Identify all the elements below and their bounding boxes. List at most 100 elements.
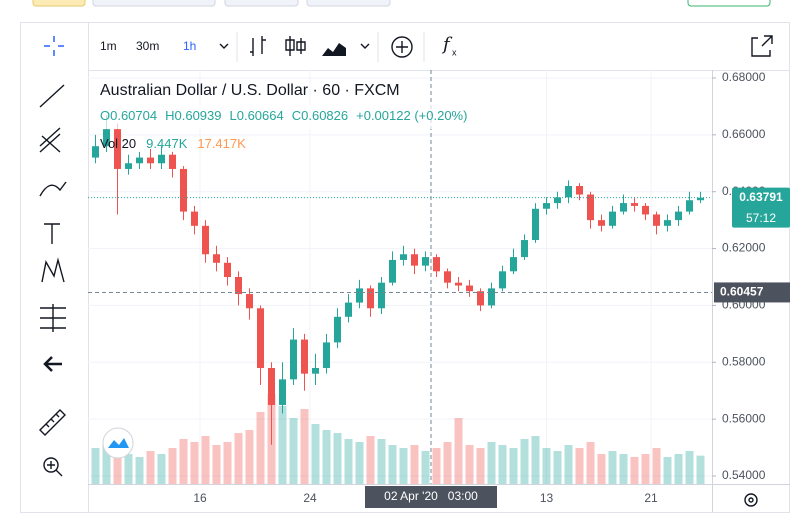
volume-bar [685,451,694,484]
volume-bar [333,433,342,484]
tab[interactable] [687,0,771,7]
ruler-tool[interactable] [39,409,66,436]
volume-bar [476,448,485,484]
legend-value: L0.60664 [230,108,284,123]
candle-body [433,257,440,272]
crosshair-tool[interactable] [44,36,64,56]
x-tick-label: 24 [303,491,317,505]
volume-bar [201,436,210,484]
volume-bar [465,445,474,484]
y-tick-label: 0.66000 [722,127,766,141]
candle-body [246,294,253,309]
legend-value: 17.417K [197,136,246,151]
candle-body [642,205,649,215]
volume-bar [377,439,386,484]
symbol-title: Australian Dollar / U.S. Dollar · 60 · F… [100,82,400,99]
candle-body [334,316,341,343]
interval[interactable]: 30m [136,39,159,53]
bars-icon[interactable] [250,36,266,56]
candle-body [345,302,352,317]
volume-bar [366,436,375,484]
candle-body [554,197,561,204]
volume-bar [179,439,188,484]
volume-bar [135,457,144,484]
volume-bar [212,445,221,484]
candle-body [191,211,198,226]
logo[interactable] [102,427,134,459]
fullscreen-icon[interactable] [751,35,773,57]
candle-body [367,288,374,309]
volume-bar [663,457,672,484]
volume-bar [124,454,133,484]
forecast-tool[interactable] [40,304,66,332]
zoom-tool[interactable] [43,457,59,473]
settings-icon[interactable] [744,493,758,507]
volume-bar [564,445,573,484]
text-tool[interactable] [44,223,60,244]
candle-body [301,339,308,374]
area-icon[interactable] [322,43,346,56]
candle-body [675,211,682,221]
candle-body [312,367,319,374]
candle-body [169,154,176,169]
candle-body [444,271,451,283]
volume-bar [410,445,419,484]
fib-tool[interactable] [39,127,61,153]
back-tool[interactable] [43,356,62,372]
logo [108,438,129,448]
price-tag [732,187,790,228]
candle-body [466,285,473,292]
candle-body [576,186,583,195]
legend-value: 9.447K [146,136,188,151]
dropdown[interactable] [219,43,229,49]
frame [20,22,790,513]
brush-tool[interactable] [39,181,67,197]
candle-body [631,203,638,206]
pattern-tool[interactable] [41,257,65,283]
volume-bar [102,442,111,484]
candles-icon[interactable] [285,36,306,56]
volume-bar [289,418,298,484]
legend-value: C0.60826 [292,108,348,123]
interval[interactable]: 1h [183,39,196,53]
candle-body [411,254,418,266]
tab[interactable] [224,0,299,7]
candle-body [521,240,528,258]
candle-body [400,254,407,260]
tab[interactable] [306,0,391,7]
candle-body [257,308,264,368]
ohlc-legend: O0.60704 H0.60939 L0.60664 C0.60826 +0.00122… [100,108,467,123]
volume-bar [630,457,639,484]
interval[interactable]: 1m [100,39,117,53]
y-tick-label: 0.54000 [722,468,766,482]
volume-bar [443,442,452,484]
candle-body [587,194,594,221]
volume-bar [575,448,584,484]
volume-bar [245,430,254,484]
candle-body [488,288,495,306]
y-tick-label: 0.58000 [722,354,766,368]
volume-bar [223,442,232,484]
volume-bar [344,439,353,484]
line-tool[interactable] [39,84,65,108]
indicator-icon[interactable] [391,36,413,58]
volume-bar [696,455,705,484]
candle-body [653,214,660,226]
candle-body [620,203,627,212]
y-tick-label: 0.68000 [722,70,766,84]
dropdown[interactable] [360,43,370,49]
volume-bar [586,442,595,484]
settings-icon [748,497,754,503]
volume-bar [278,406,287,484]
legend-value: +0.00122 (+0.20%) [356,108,467,123]
candle-body [180,168,187,212]
candle-body [422,257,429,266]
candle-body [202,225,209,255]
candle-body [532,208,539,241]
volume-bar [91,448,100,484]
candle-body [609,211,616,226]
candle-body [147,157,154,164]
volume-bar [674,454,683,484]
tab[interactable] [32,0,86,7]
tab[interactable] [92,0,216,7]
